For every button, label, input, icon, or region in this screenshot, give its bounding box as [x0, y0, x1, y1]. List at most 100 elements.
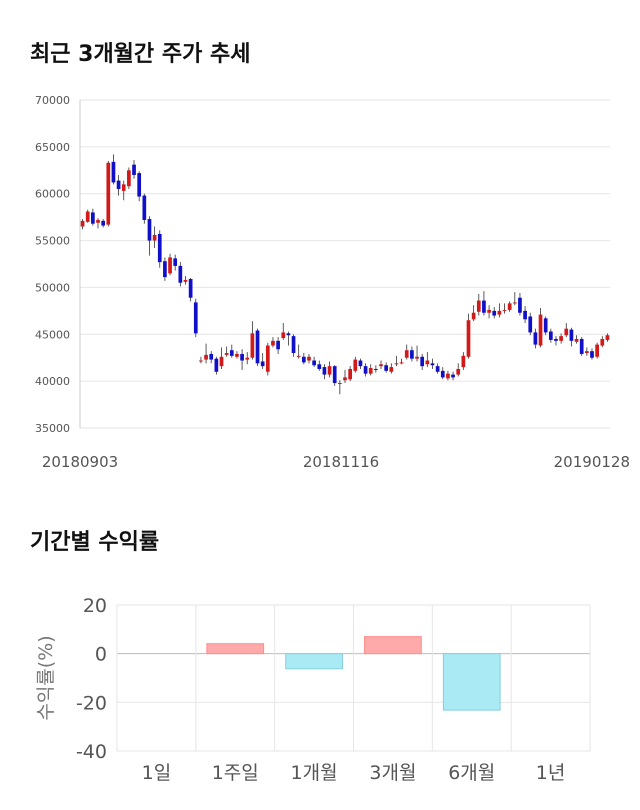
- candle-body: [85, 211, 90, 222]
- candle-body: [276, 340, 280, 350]
- candle-body: [332, 366, 337, 384]
- candle-body: [590, 351, 594, 358]
- candle-body: [358, 360, 363, 367]
- candle-body: [281, 332, 286, 339]
- candle-body: [163, 261, 167, 278]
- period-returns-title: 기간별 수익률: [30, 530, 160, 555]
- candle-body: [219, 356, 224, 367]
- candle-body: [301, 356, 306, 363]
- y-tick-label: 70000: [35, 94, 70, 107]
- candle-body: [229, 350, 234, 356]
- candle-body: [137, 173, 142, 197]
- candle-body: [260, 361, 265, 367]
- x-tick-label: 20190128: [554, 453, 630, 471]
- candle-body: [600, 338, 605, 346]
- candle-body: [348, 368, 352, 380]
- candle-body: [579, 338, 584, 354]
- y-tick-label: 20: [83, 595, 107, 617]
- candle-body: [204, 354, 208, 360]
- candle-body: [569, 329, 574, 341]
- candle-body: [487, 309, 491, 313]
- candle-body: [471, 312, 476, 320]
- y-tick-label: 40000: [35, 375, 70, 388]
- candle-body: [338, 383, 342, 385]
- x-tick-label: 1년: [536, 762, 566, 784]
- candle-body: [235, 353, 239, 357]
- return-bar: [364, 636, 422, 655]
- candle-body: [147, 219, 152, 241]
- candle-body: [584, 351, 589, 354]
- candle-body: [384, 365, 389, 371]
- y-tick-label: 50000: [35, 281, 70, 294]
- candle-body: [420, 356, 425, 367]
- candle-body: [548, 331, 553, 340]
- candle-body: [451, 374, 455, 378]
- y-axis-title: 수익률(%): [35, 635, 57, 720]
- candle-body: [157, 234, 162, 263]
- candle-body: [523, 310, 527, 320]
- candle-body: [415, 356, 419, 359]
- candle-body: [456, 368, 461, 375]
- candle-body: [173, 258, 178, 266]
- return-bar: [442, 653, 501, 711]
- candle-body: [512, 302, 517, 304]
- candle-body: [199, 360, 203, 362]
- candle-body: [605, 335, 610, 340]
- candle-body: [399, 362, 404, 364]
- candle-body: [461, 355, 466, 368]
- y-tick-label: 35000: [35, 422, 70, 435]
- candle-body: [322, 367, 327, 375]
- x-tick-label: 3개월: [369, 762, 416, 784]
- candle-body: [543, 318, 548, 333]
- candle-body: [368, 368, 373, 374]
- candle-body: [507, 303, 512, 310]
- candle-body: [518, 297, 522, 313]
- candle-body: [353, 359, 358, 371]
- candle-body: [101, 220, 106, 226]
- candle-body: [533, 332, 538, 345]
- candle-body: [538, 314, 543, 346]
- candle-body: [374, 368, 378, 370]
- candle-body: [595, 344, 599, 357]
- candle-body: [132, 164, 136, 175]
- y-tick-label: -20: [76, 692, 107, 714]
- return-bar: [285, 653, 343, 670]
- candle-body: [476, 300, 481, 312]
- x-tick-label: 1주일: [212, 762, 259, 784]
- y-tick-label: 65000: [35, 141, 70, 154]
- candle-body: [240, 353, 244, 361]
- candle-body: [404, 350, 409, 358]
- candle-body: [296, 355, 301, 357]
- y-tick-label: 0: [95, 644, 107, 666]
- candle-body: [152, 234, 157, 241]
- price-trend-chart: 70000 65000 60000 55000 50000 45000 40000 35000…: [35, 94, 630, 471]
- candle-body: [389, 367, 394, 372]
- candle-body: [379, 364, 383, 367]
- candle-body: [440, 370, 445, 378]
- candle-body: [343, 377, 347, 381]
- candle-body: [224, 353, 229, 355]
- y-tick-label: 60000: [35, 188, 70, 201]
- candle-body: [554, 338, 558, 341]
- y-tick-label: 55000: [35, 235, 70, 248]
- candle-body: [121, 184, 126, 191]
- candle-body: [430, 363, 435, 366]
- candle-body: [492, 310, 497, 316]
- candle-body: [317, 364, 322, 369]
- candle-body: [178, 265, 183, 283]
- candle-body: [307, 356, 311, 361]
- candle-body: [466, 320, 471, 357]
- candle-body: [327, 366, 332, 375]
- candle-body: [312, 360, 316, 366]
- x-tick-label: 6개월: [448, 762, 495, 784]
- candle-body: [291, 336, 296, 354]
- x-tick-label: 1일: [142, 762, 172, 784]
- candle-body: [116, 180, 121, 190]
- return-bar: [206, 643, 265, 655]
- y-tick-label: -40: [76, 741, 107, 763]
- candle-body: [111, 161, 116, 183]
- candle-body: [559, 336, 563, 341]
- candle-body: [80, 220, 85, 227]
- candle-body: [214, 358, 219, 372]
- candle-body: [446, 373, 450, 379]
